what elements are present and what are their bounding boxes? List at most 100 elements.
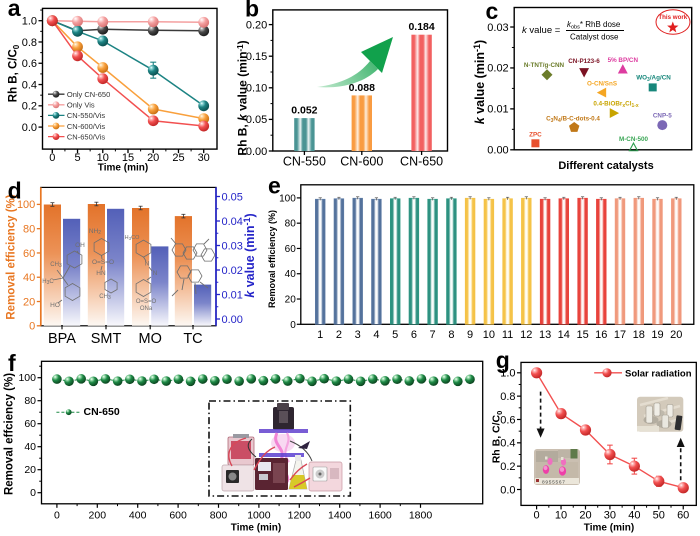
svg-text:g: g (496, 347, 510, 373)
svg-text:CN-650: CN-650 (400, 154, 443, 168)
svg-text:80: 80 (24, 395, 36, 407)
svg-text:5% BP/CN: 5% BP/CN (608, 57, 639, 64)
svg-text:O=S=O: O=S=O (136, 299, 157, 305)
svg-text:Time (min): Time (min) (98, 162, 148, 173)
svg-text:4: 4 (373, 329, 379, 341)
svg-text:0.4: 0.4 (500, 438, 515, 450)
svg-text:HO: HO (50, 302, 60, 309)
svg-text:Different catalysts: Different catalysts (558, 160, 653, 172)
svg-text:0.02: 0.02 (222, 265, 243, 277)
svg-text:C3N4/B-C-dots-0.4: C3N4/B-C-dots-0.4 (546, 116, 600, 125)
svg-text:0.2: 0.2 (500, 461, 515, 473)
svg-text:0.03: 0.03 (487, 22, 508, 34)
svg-text:10: 10 (97, 152, 109, 164)
svg-text:N-TNT/g-CNN: N-TNT/g-CNN (524, 62, 565, 69)
svg-text:b: b (245, 0, 259, 22)
svg-text:k value (min-1): k value (min-1) (242, 213, 257, 297)
svg-text:0.00: 0.00 (487, 145, 508, 157)
svg-text:H3C: H3C (42, 279, 54, 286)
svg-text:0.184: 0.184 (408, 21, 434, 33)
svg-text:80: 80 (285, 219, 297, 230)
svg-text:1800: 1800 (409, 510, 433, 522)
svg-text:0.4-BiOBrxCl1-x: 0.4-BiOBrxCl1-x (593, 101, 639, 110)
svg-text:0.01: 0.01 (222, 289, 243, 301)
svg-text:400: 400 (129, 510, 147, 522)
svg-text:40: 40 (23, 272, 35, 284)
svg-text:ONa: ONa (140, 306, 153, 312)
svg-text:5: 5 (392, 329, 398, 341)
svg-text:800: 800 (210, 510, 228, 522)
svg-text:TC: TC (183, 331, 202, 347)
svg-text:CH3: CH3 (50, 262, 62, 269)
svg-text:14: 14 (558, 329, 570, 341)
svg-text:8: 8 (448, 329, 454, 341)
svg-text:0.00: 0.00 (222, 314, 243, 326)
svg-text:30: 30 (198, 152, 210, 164)
svg-text:k value (min-1): k value (min-1) (472, 40, 487, 124)
svg-text:CN-600/Vis: CN-600/Vis (67, 122, 105, 131)
svg-text:O=S=O: O=S=O (92, 259, 114, 266)
svg-text:20: 20 (24, 464, 36, 476)
svg-text:13: 13 (539, 329, 551, 341)
svg-text:CN-650/Vis: CN-650/Vis (67, 132, 105, 141)
svg-text:f: f (8, 350, 16, 376)
svg-text:20: 20 (147, 152, 159, 164)
svg-text:60: 60 (285, 244, 297, 255)
svg-text:9: 9 (467, 329, 473, 341)
svg-text:10: 10 (555, 510, 567, 522)
svg-text:CN-600: CN-600 (340, 154, 383, 168)
svg-text:6: 6 (411, 329, 417, 341)
svg-text:0.02: 0.02 (487, 63, 508, 75)
svg-text:0: 0 (49, 152, 55, 164)
svg-text:60: 60 (677, 510, 689, 522)
svg-text:Removal efficiency (%): Removal efficiency (%) (6, 194, 18, 319)
svg-text:k value =: k value = (522, 25, 561, 36)
svg-text:Solar radiation: Solar radiation (625, 368, 692, 379)
svg-text:60: 60 (23, 248, 35, 260)
svg-text:Only CN-650: Only CN-650 (67, 90, 110, 99)
svg-text:3: 3 (355, 329, 361, 341)
svg-text:Removal effciency (%): Removal effciency (%) (4, 373, 16, 495)
svg-text:Time (min): Time (min) (231, 523, 281, 534)
svg-text:0.10: 0.10 (246, 83, 267, 95)
svg-text:ZPC: ZPC (529, 132, 542, 139)
svg-text:CN-550/Vis: CN-550/Vis (67, 111, 105, 120)
svg-text:0.052: 0.052 (291, 105, 317, 117)
svg-text:20: 20 (579, 510, 591, 522)
svg-text:40: 40 (24, 441, 36, 453)
svg-text:1: 1 (317, 329, 323, 341)
svg-text:CNP-5: CNP-5 (653, 112, 672, 119)
svg-text:8955567: 8955567 (542, 480, 566, 486)
svg-text:0: 0 (30, 487, 36, 499)
svg-text:15: 15 (122, 152, 134, 164)
svg-text:20: 20 (23, 296, 35, 308)
svg-text:This work: This work (658, 14, 687, 21)
svg-text:15: 15 (576, 329, 588, 341)
svg-text:OH: OH (75, 242, 85, 249)
svg-text:0: 0 (290, 320, 296, 331)
svg-text:CH3: CH3 (99, 294, 111, 301)
svg-text:1000: 1000 (247, 510, 271, 522)
svg-text:11: 11 (502, 329, 513, 341)
svg-text:80: 80 (23, 224, 35, 236)
svg-text:Rh B, C/C0: Rh B, C/C0 (491, 411, 505, 464)
svg-text:0.05: 0.05 (222, 191, 243, 203)
svg-text:0.4: 0.4 (22, 79, 37, 91)
svg-text:BPA: BPA (48, 331, 76, 347)
svg-text:Rh B, C/C0: Rh B, C/C0 (8, 44, 22, 102)
svg-text:CN-550: CN-550 (283, 154, 326, 168)
svg-text:19: 19 (651, 329, 663, 341)
svg-text:100: 100 (18, 372, 36, 384)
svg-text:0: 0 (29, 321, 35, 333)
svg-text:1200: 1200 (288, 510, 312, 522)
svg-text:50: 50 (653, 510, 665, 522)
svg-text:0.0: 0.0 (500, 484, 515, 496)
svg-text:12: 12 (520, 329, 532, 341)
svg-text:0.05: 0.05 (246, 114, 267, 126)
svg-text:0.6: 0.6 (500, 414, 515, 426)
svg-text:0.00: 0.00 (246, 146, 267, 158)
svg-text:0.088: 0.088 (349, 82, 375, 94)
svg-text:CN-P123-6: CN-P123-6 (568, 58, 600, 65)
svg-text:17: 17 (614, 329, 626, 341)
svg-text:5: 5 (74, 152, 80, 164)
